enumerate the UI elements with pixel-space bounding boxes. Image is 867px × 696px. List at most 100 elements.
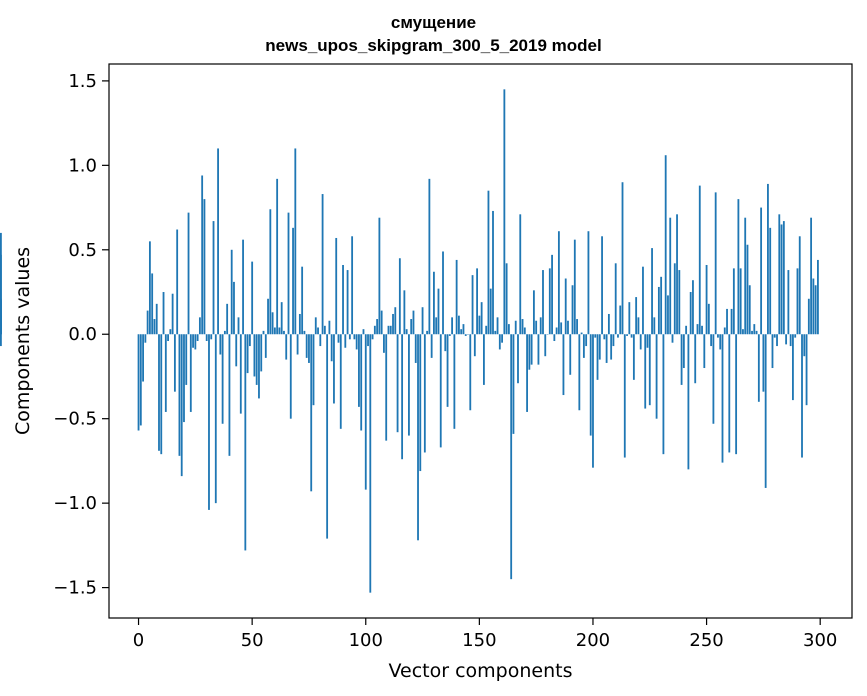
chart-title: смущение (390, 13, 477, 32)
bar (526, 334, 528, 412)
bar (251, 261, 254, 335)
x-tick-label: 100 (349, 630, 383, 651)
bar (158, 334, 160, 451)
bar (721, 334, 724, 463)
bar (494, 330, 497, 335)
bar (244, 334, 247, 551)
bar (248, 334, 251, 347)
bar (748, 285, 751, 335)
bar (478, 315, 481, 335)
bar (785, 334, 788, 345)
bar (208, 334, 210, 510)
bar (537, 334, 540, 365)
bar (301, 266, 304, 335)
bar (269, 209, 272, 335)
x-axis-ticks: 0 50 100 150 200 250 300 (133, 618, 837, 651)
bar (532, 290, 535, 335)
bar (271, 312, 274, 335)
bar (646, 334, 649, 348)
bar (0, 254, 2, 335)
bar (585, 334, 588, 347)
bar (726, 308, 728, 335)
bar (564, 278, 567, 335)
bar (458, 315, 460, 335)
bar (696, 324, 699, 335)
bar (235, 334, 238, 367)
chart-subtitle: news_upos_skipgram_300_5_2019 model (265, 36, 602, 55)
bar (701, 325, 703, 335)
bar (417, 334, 419, 541)
bar (455, 259, 458, 335)
bar (476, 268, 478, 335)
bar (205, 334, 208, 341)
bar (789, 334, 792, 347)
bar (687, 334, 690, 470)
bar (239, 334, 242, 414)
bar (333, 334, 335, 404)
bar (794, 334, 797, 338)
bar (210, 334, 213, 340)
bar (603, 334, 606, 340)
bar (742, 329, 744, 335)
bar (258, 334, 260, 399)
bar (680, 334, 683, 385)
bar (714, 192, 717, 335)
bar (582, 334, 585, 358)
bar (439, 334, 442, 448)
bar (555, 327, 558, 335)
y-tick-label: 0.0 (68, 324, 97, 345)
bar (723, 327, 726, 335)
bar (385, 334, 388, 441)
bar (542, 270, 544, 335)
bar (342, 264, 344, 335)
bar (444, 334, 447, 352)
bar (410, 319, 413, 335)
bar (364, 334, 367, 490)
bar (664, 155, 667, 335)
bar (807, 298, 810, 335)
bar (192, 334, 194, 348)
bar (180, 334, 183, 477)
bar (260, 334, 263, 372)
bar (423, 334, 426, 453)
x-tick-label: 300 (803, 630, 837, 651)
bar (355, 334, 358, 350)
bar (448, 334, 451, 336)
bar (412, 310, 415, 335)
bar (610, 334, 613, 360)
bar (371, 334, 374, 340)
bar (328, 320, 331, 335)
bar (739, 268, 742, 335)
bar (144, 334, 147, 343)
bar (289, 334, 292, 419)
bar (142, 334, 144, 382)
bar (326, 334, 329, 539)
bar (621, 182, 624, 335)
bar (285, 334, 288, 360)
y-tick-label: 0.5 (68, 240, 97, 261)
bar (798, 236, 801, 335)
bar (212, 221, 215, 335)
bar (623, 334, 626, 458)
bar (173, 334, 176, 392)
bar (433, 271, 435, 335)
bar (810, 217, 813, 335)
bar (446, 334, 449, 407)
bar (194, 334, 197, 350)
bar (539, 317, 542, 335)
y-tick-label: −1.5 (53, 578, 97, 599)
bar (751, 330, 753, 335)
bar (317, 327, 319, 335)
bar (308, 334, 310, 363)
bar (578, 334, 581, 411)
y-axis-label: Components values (12, 247, 34, 435)
bar (587, 231, 590, 335)
bar (223, 330, 226, 335)
bar (662, 334, 665, 455)
bar (553, 334, 556, 341)
bar (644, 334, 647, 409)
bar (246, 334, 249, 374)
bar (762, 334, 765, 392)
bar (792, 334, 794, 401)
